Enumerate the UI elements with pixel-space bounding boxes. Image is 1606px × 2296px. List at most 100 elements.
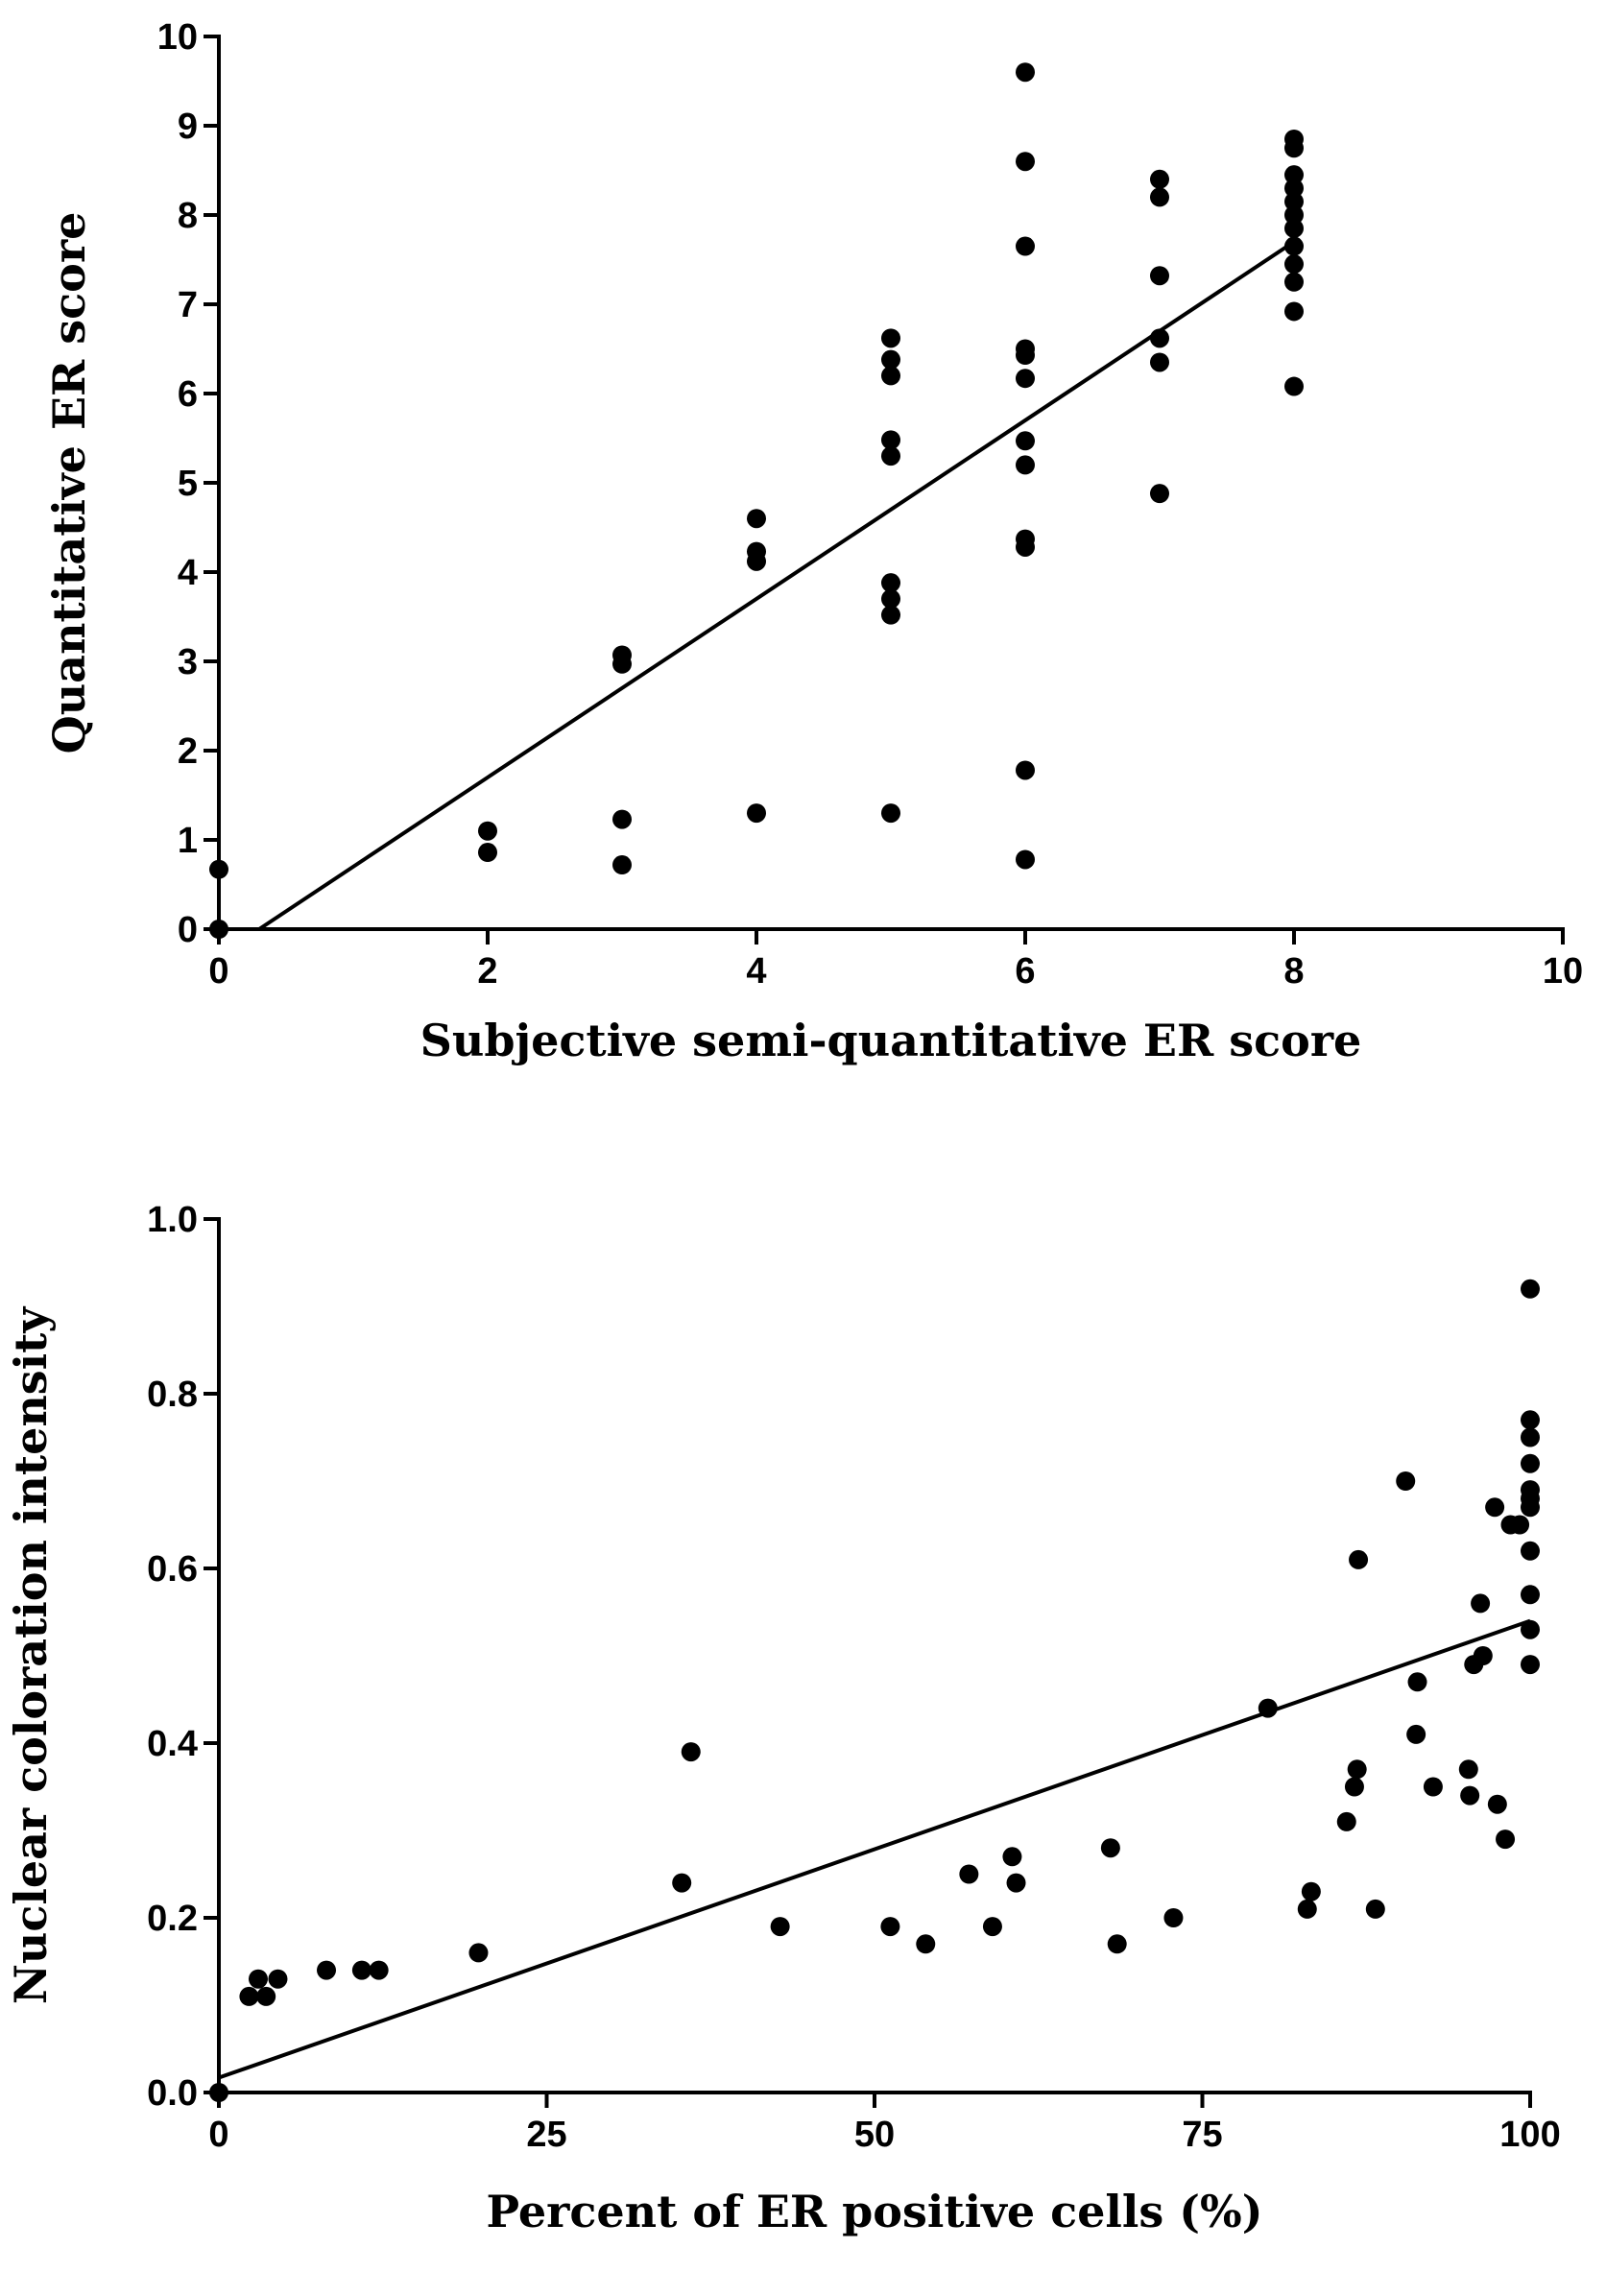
data-point	[1016, 431, 1035, 451]
x-tick-label: 10	[1543, 951, 1583, 992]
data-point	[982, 1917, 1002, 1937]
data-point	[1258, 1698, 1278, 1718]
data-point	[268, 1969, 288, 1989]
y-tick-label: 0.6	[147, 1549, 198, 1590]
x-tick-label: 4	[746, 951, 766, 992]
y-tick-label: 8	[178, 196, 198, 236]
y-tick-label: 5	[178, 464, 198, 504]
data-point	[881, 573, 900, 593]
data-point	[1396, 1471, 1416, 1491]
data-point	[881, 349, 900, 370]
data-point	[1016, 455, 1035, 475]
x-tick-label: 25	[526, 2115, 566, 2155]
data-point	[1016, 62, 1035, 83]
data-point	[747, 509, 766, 529]
data-point	[1100, 1838, 1120, 1858]
data-point	[880, 1917, 900, 1937]
data-point	[1284, 138, 1304, 158]
data-point	[317, 1960, 337, 1980]
data-point	[1521, 1497, 1540, 1518]
data-point	[468, 1943, 489, 1963]
y-tick-label: 6	[178, 374, 198, 415]
data-point	[1458, 1759, 1478, 1780]
data-point	[1473, 1646, 1493, 1665]
data-point	[881, 605, 900, 625]
data-point	[1016, 849, 1035, 870]
data-point	[1150, 266, 1169, 286]
data-point	[209, 859, 228, 879]
data-point	[672, 1873, 692, 1893]
y-tick-label: 0.0	[147, 2073, 198, 2114]
data-point	[1460, 1785, 1480, 1806]
data-point	[1284, 218, 1304, 238]
y-tick-label: 1.0	[147, 1200, 198, 1240]
bottom-scatter-chart: 0 25 50 75 100 0.0 0.2 0.4 0.6 0.8 1.0 Percent of E…	[5, 1200, 1561, 2237]
data-point	[1406, 1724, 1426, 1744]
data-point	[239, 1986, 259, 2006]
data-point	[881, 366, 900, 386]
data-point	[1016, 236, 1035, 256]
data-point	[1365, 1899, 1385, 1919]
data-point	[1521, 1619, 1540, 1639]
data-point	[1016, 760, 1035, 780]
data-point	[881, 446, 900, 466]
data-point	[1284, 205, 1304, 225]
data-point	[1521, 1453, 1540, 1473]
data-point	[478, 821, 497, 841]
data-point	[612, 654, 632, 674]
data-point	[1521, 1655, 1540, 1675]
data-point	[1336, 1811, 1356, 1831]
y-tick-label: 4	[178, 553, 198, 593]
data-point	[1521, 1427, 1540, 1447]
regression-line	[218, 1618, 1531, 2080]
y-tick-label: 0.4	[147, 1724, 198, 1764]
data-point	[916, 1934, 936, 1954]
x-tick-label: 2	[477, 951, 497, 992]
y-tick-label: 3	[178, 642, 198, 682]
x-tick-label: 100	[1499, 2115, 1560, 2155]
data-point	[256, 1986, 276, 2006]
data-point	[1284, 272, 1304, 292]
data-point	[1150, 484, 1169, 504]
data-point	[1487, 1794, 1507, 1814]
x-tick-label: 75	[1182, 2115, 1222, 2155]
data-point	[1002, 1847, 1022, 1867]
y-tick-label: 0	[178, 910, 198, 950]
data-point	[1006, 1873, 1026, 1893]
data-point	[681, 1742, 701, 1762]
data-point	[1471, 1593, 1491, 1614]
data-point	[209, 920, 228, 939]
data-point	[1301, 1881, 1321, 1901]
data-point	[369, 1960, 389, 1980]
data-point	[1284, 192, 1304, 212]
data-point	[1284, 179, 1304, 199]
data-point	[248, 1969, 268, 1989]
y-tick-label: 0.8	[147, 1375, 198, 1415]
x-tick-label: 6	[1015, 951, 1035, 992]
data-point	[1016, 152, 1035, 172]
data-point	[1150, 328, 1169, 348]
y-tick-label: 9	[178, 107, 198, 147]
data-point	[1107, 1934, 1127, 1954]
data-point	[1016, 346, 1035, 366]
data-point	[959, 1864, 979, 1884]
data-point	[1521, 1410, 1540, 1430]
data-point	[1349, 1549, 1369, 1569]
data-point	[1016, 537, 1035, 557]
data-point	[881, 328, 900, 348]
data-point	[1284, 301, 1304, 322]
data-point	[1150, 352, 1169, 372]
data-point	[1521, 1541, 1540, 1561]
y-tick-label: 0.2	[147, 1899, 198, 1939]
data-point	[1521, 1585, 1540, 1605]
data-point	[881, 430, 900, 450]
data-point	[1485, 1497, 1505, 1518]
data-point	[881, 588, 900, 609]
y-tick-label: 7	[178, 285, 198, 325]
x-axis-title: Subjective semi-quantitative ER score	[420, 1015, 1362, 1066]
data-point	[1347, 1759, 1367, 1780]
y-tick-label: 1	[178, 821, 198, 861]
data-point	[209, 2083, 228, 2102]
x-tick-label: 50	[854, 2115, 895, 2155]
data-point	[1284, 376, 1304, 396]
